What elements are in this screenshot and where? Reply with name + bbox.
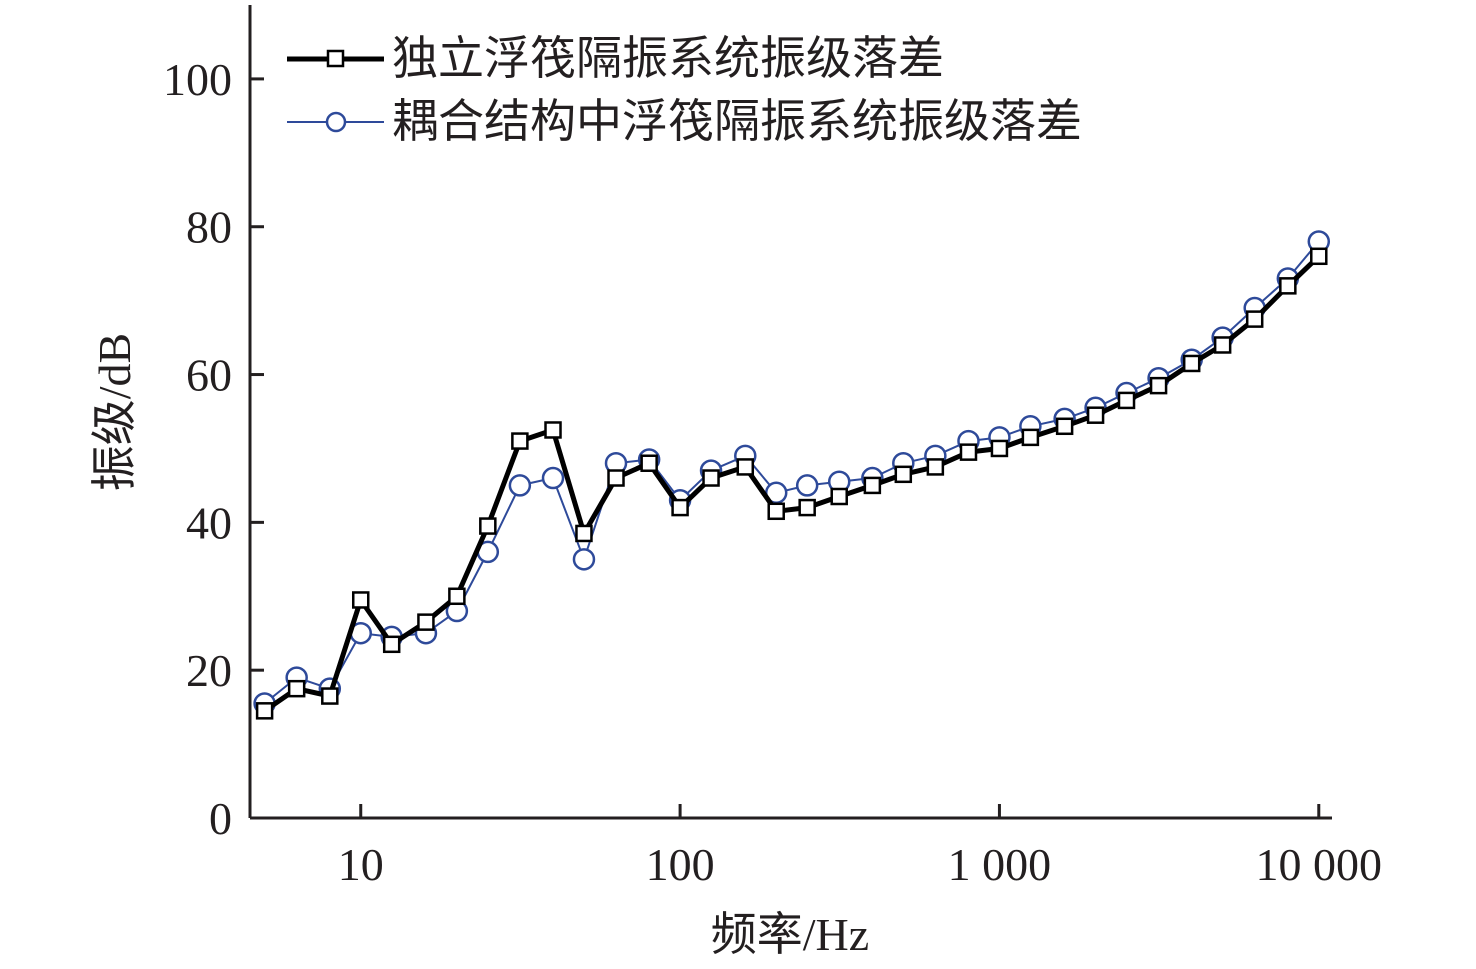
data-point-independent [1245,310,1264,328]
data-point-coupled [508,474,532,497]
data-point-independent [1117,391,1136,410]
x-tick-label: 100 [646,839,715,890]
data-point-independent [255,702,274,720]
data-point-independent [1310,247,1328,266]
legend-label-independent: 独立浮筏隔振系统振级落差 [392,33,944,84]
x-tick-label: 10 [338,839,384,890]
x-tick-label: 1 000 [948,839,1052,890]
data-point-independent [287,679,306,698]
series-layer [253,230,1331,720]
axes [248,5,1332,820]
data-point-independent [894,465,913,484]
tick-layer: 10 100 1 000 10 000 0 20 40 60 80 100 [163,54,1382,890]
legend-label-coupled: 耦合结构中浮筏隔振系统振级落差 [392,96,1082,147]
series-line-independent [263,254,1321,713]
data-point-independent [640,454,658,472]
series-line-coupled [263,240,1320,705]
y-tick-label: 0 [209,793,232,844]
data-point-independent [448,587,466,606]
data-point-independent [1021,428,1040,447]
y-tick-label: 60 [186,350,232,401]
x-axis-title: 频率/Hz [711,909,869,960]
x-tick-label: 10 000 [1256,839,1383,890]
data-point-independent [671,498,689,517]
data-point-independent [990,439,1009,458]
data-point-independent [607,469,625,487]
data-point-independent [830,487,848,506]
data-point-independent [959,443,978,461]
data-point-independent [736,458,755,476]
data-point-independent [1055,417,1074,436]
data-point-independent [511,432,529,450]
y-tick-label: 20 [186,645,232,696]
data-point-independent [321,687,339,705]
data-point-coupled [541,466,565,490]
y-tick-label: 40 [186,497,232,548]
data-point-independent [926,458,945,476]
data-point-independent [417,613,435,631]
data-point-independent [1279,277,1297,295]
data-point-independent [1149,376,1168,395]
data-point-independent [351,591,370,609]
data-point-independent [702,469,720,487]
data-point-independent [798,498,816,517]
legend-item-independent: 独立浮筏隔振系统振级落差 [287,33,944,84]
data-point-independent [575,524,593,543]
legend-item-coupled: 耦合结构中浮筏隔振系统振级落差 [287,96,1082,147]
data-point-coupled [795,474,819,497]
data-point-independent [767,502,785,521]
data-point-independent [1182,354,1201,373]
data-point-independent [479,517,497,535]
data-point-independent [863,476,882,495]
data-point-independent [1213,336,1232,354]
data-point-independent [544,421,562,439]
legend: 独立浮筏隔振系统振级落差 耦合结构中浮筏隔振系统振级落差 [287,33,1082,147]
data-point-independent [382,635,401,654]
legend-marker-circle [325,111,347,133]
data-point-coupled [572,548,596,571]
y-tick-label: 100 [163,54,232,105]
data-point-independent [1086,406,1105,424]
legend-marker-square [326,49,345,68]
y-axis-title: 振级/dB [89,333,140,491]
y-tick-label: 80 [186,202,232,253]
